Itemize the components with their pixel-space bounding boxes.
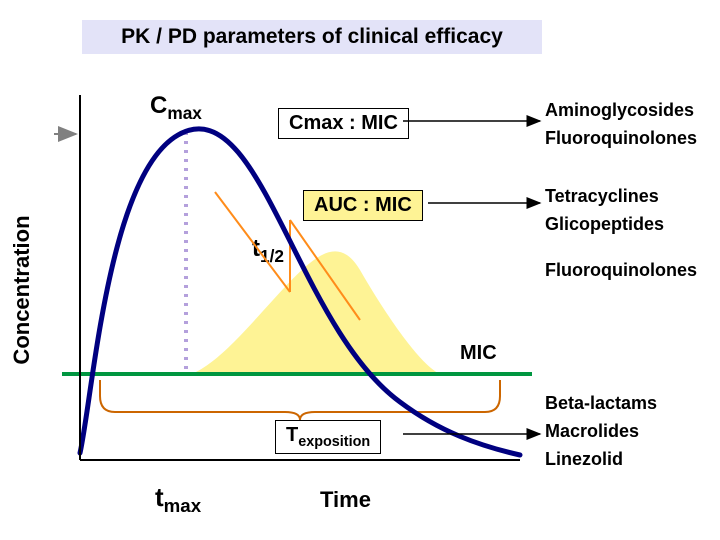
diagram-svg (0, 0, 720, 540)
